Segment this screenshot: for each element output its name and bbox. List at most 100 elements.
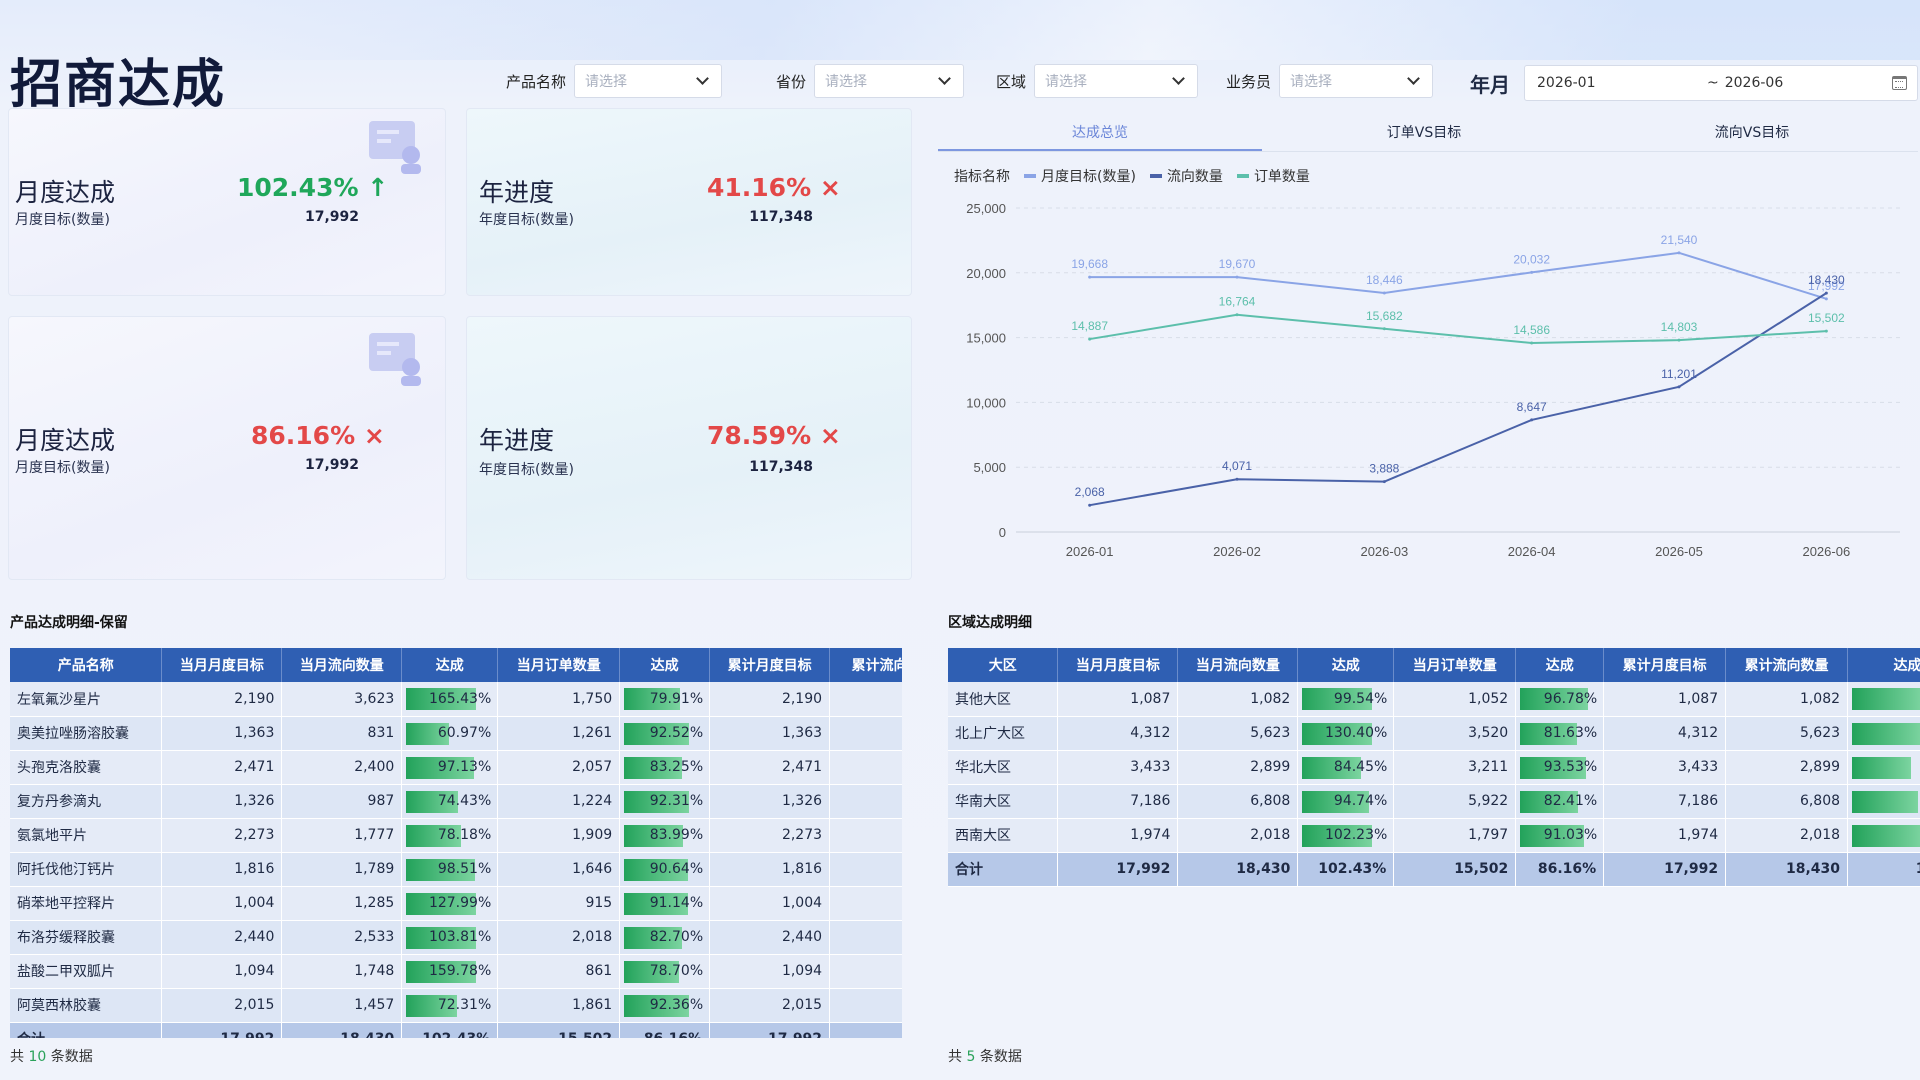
legend-item-flow[interactable]: 流向数量 xyxy=(1149,166,1223,186)
number-cell: 2,471 xyxy=(709,750,831,785)
close-x-icon: × xyxy=(819,421,841,450)
table-row[interactable]: 盐酸二甲双胍片 1,094 1,748 159.78% 861 78.70% 1,094 xyxy=(10,954,902,989)
achievement-value: 103.81% xyxy=(428,929,492,945)
table-row[interactable]: 阿莫西林胶囊 2,015 1,457 72.31% 1,861 92.36% 2,015 xyxy=(10,988,902,1023)
achievement-bar xyxy=(624,722,689,745)
data-label: 18,430 xyxy=(1808,273,1845,287)
date-range-picker[interactable]: 2026-01 ~ 2026-06 xyxy=(1524,65,1918,101)
table-row[interactable]: 其他大区 1,087 1,082 99.54% 1,052 96.78% 1,087 1,08… xyxy=(948,682,1920,717)
date-start: 2026-01 xyxy=(1537,75,1596,91)
calendar-icon xyxy=(1892,76,1907,90)
close-x-icon: × xyxy=(819,173,841,202)
region-table-wrap[interactable]: 大区 当月月度目标 当月流向数量 达成 当月订单数量 达成 累计月度目标 累计流向数量 达成 其… xyxy=(948,648,1920,888)
column-header[interactable]: 当月订单数量 xyxy=(1393,648,1517,682)
number-cell: 1,974 xyxy=(1603,818,1727,853)
total-cell: 102.43% xyxy=(401,1022,499,1038)
y-tick-label: 5,000 xyxy=(973,460,1006,475)
column-header[interactable]: 当月流向数量 xyxy=(1177,648,1299,682)
product-table-wrap[interactable]: 产品名称 当月月度目标 当月流向数量 达成 当月订单数量 达成 累计月度目标 累计流向 左氧氟… xyxy=(10,648,902,1038)
number-cell: 1,646 xyxy=(497,852,621,887)
table-row[interactable]: 西南大区 1,974 2,018 102.23% 1,797 91.03% 1,974 2,0… xyxy=(948,818,1920,853)
tab-overview[interactable]: 达成总览 xyxy=(938,118,1262,151)
column-header[interactable]: 累计月度目标 xyxy=(709,648,831,682)
achievement-value: 82.70% xyxy=(649,929,704,945)
achievement-bar xyxy=(406,790,459,813)
table-row[interactable]: 布洛芬缓释胶囊 2,440 2,533 103.81% 2,018 82.70% 2,440 xyxy=(10,920,902,955)
number-cell: 1,789 xyxy=(281,852,403,887)
column-header[interactable]: 达成 xyxy=(401,648,499,682)
achievement-value: 94.74% xyxy=(1333,793,1388,809)
column-header[interactable]: 当月流向数量 xyxy=(281,648,403,682)
table-row[interactable]: 华南大区 7,186 6,808 94.74% 5,922 82.41% 7,186 6,80… xyxy=(948,784,1920,819)
column-header[interactable]: 累计流向 xyxy=(829,648,902,682)
row-name-cell: 北上广大区 xyxy=(948,716,1059,751)
column-header[interactable]: 大区 xyxy=(948,648,1059,682)
achievement-value: 127.99% xyxy=(428,895,492,911)
column-header[interactable]: 当月订单数量 xyxy=(497,648,621,682)
achievement-cell: 84.45% xyxy=(1297,750,1395,785)
table-row[interactable]: 奥美拉唑肠溶胶囊 1,363 831 60.97% 1,261 92.52% 1,363 xyxy=(10,716,902,751)
data-label: 18,446 xyxy=(1366,273,1403,287)
table-row[interactable]: 华北大区 3,433 2,899 84.45% 3,211 93.53% 3,433 2,89… xyxy=(948,750,1920,785)
total-row: 合计 17,992 18,430 102.43% 15,502 86.16% 17,992 1… xyxy=(948,852,1920,887)
column-header[interactable]: 达成 xyxy=(1297,648,1395,682)
achievement-bar xyxy=(1520,824,1584,847)
series-line xyxy=(1089,292,1827,507)
row-name-cell: 华南大区 xyxy=(948,784,1059,819)
achievement-cell: 79.91% xyxy=(619,682,711,717)
achievement-cell: 82.41% xyxy=(1515,784,1605,819)
number-cell: 1,082 xyxy=(1177,682,1299,717)
table-row[interactable]: 北上广大区 4,312 5,623 130.40% 3,520 81.63% 4,312 5,… xyxy=(948,716,1920,751)
number-cell: 7,186 xyxy=(1057,784,1179,819)
table-row[interactable]: 硝苯地平控释片 1,004 1,285 127.99% 915 91.14% 1,004 xyxy=(10,886,902,921)
page-title: 招商达成 xyxy=(10,55,227,115)
table-row[interactable]: 氨氯地平片 2,273 1,777 78.18% 1,909 83.99% 2,273 xyxy=(10,818,902,853)
column-header[interactable]: 当月月度目标 xyxy=(161,648,283,682)
province-select[interactable]: 请选择 xyxy=(814,64,965,98)
number-cell: 3,623 xyxy=(281,682,403,717)
data-point xyxy=(1677,338,1681,342)
data-point xyxy=(1530,418,1534,422)
number-cell: 1,816 xyxy=(161,852,283,887)
column-header[interactable]: 累计月度目标 xyxy=(1603,648,1727,682)
tab-order-vs-target[interactable]: 订单VS目标 xyxy=(1386,125,1462,141)
data-point xyxy=(1088,275,1092,279)
column-header[interactable]: 达成 xyxy=(619,648,711,682)
column-header[interactable]: 累计流向数量 xyxy=(1725,648,1849,682)
product-select[interactable]: 请选择 xyxy=(574,64,723,98)
region-select[interactable]: 请选择 xyxy=(1034,64,1199,98)
arrow-up-icon: ↑ xyxy=(367,173,389,202)
number-cell: 2,057 xyxy=(497,750,621,785)
salesperson-select[interactable]: 请选择 xyxy=(1279,64,1434,98)
achievement-bar xyxy=(1852,790,1919,813)
achievement-bar xyxy=(1852,688,1920,710)
column-header[interactable]: 达成 xyxy=(1847,648,1920,682)
x-tick-label: 2026-06 xyxy=(1802,544,1850,559)
number-cell: 1,363 xyxy=(161,716,283,751)
column-header[interactable]: 产品名称 xyxy=(10,648,163,682)
tab-flow-vs-target[interactable]: 流向VS目标 xyxy=(1714,125,1790,141)
series-line xyxy=(1089,313,1827,344)
legend-item-order[interactable]: 订单数量 xyxy=(1236,166,1310,186)
column-header[interactable]: 当月月度目标 xyxy=(1057,648,1179,682)
table-row[interactable]: 左氧氟沙星片 2,190 3,623 165.43% 1,750 79.91% 2,190 xyxy=(10,682,902,717)
filter-province: 省份 请选择 xyxy=(776,62,965,100)
achievement-bar xyxy=(624,824,683,847)
achievement-bar xyxy=(406,858,476,881)
legend-item-target[interactable]: 月度目标(数量) xyxy=(1024,166,1136,186)
number-cell: 1,004 xyxy=(709,886,831,921)
table-row[interactable]: 头孢克洛胶囊 2,471 2,400 97.13% 2,057 83.25% 2,471 xyxy=(10,750,902,785)
line-chart: 25,000 20,000 15,000 10,000 5,000 0 2026-01 202… xyxy=(966,201,1900,559)
table-row[interactable]: 阿托伐他汀钙片 1,816 1,789 98.51% 1,646 90.64% 1,816 xyxy=(10,852,902,887)
date-range-label: 年月 xyxy=(1470,72,1510,97)
row-name-cell: 盐酸二甲双胍片 xyxy=(10,954,163,989)
filter-label: 区域 xyxy=(996,72,1027,91)
number-cell: 6,808 xyxy=(1725,784,1849,819)
data-point xyxy=(1677,251,1681,255)
row-name-cell: 阿托伐他汀钙片 xyxy=(10,852,163,887)
column-header[interactable]: 达成 xyxy=(1515,648,1605,682)
number-cell: 831 xyxy=(281,716,403,751)
kpi-card-yearly-2: 年进度 年度目标(数量) 78.59% × 117,348 xyxy=(466,316,912,580)
table-row[interactable]: 复方丹参滴丸 1,326 987 74.43% 1,224 92.31% 1,326 xyxy=(10,784,902,819)
select-placeholder: 请选择 xyxy=(825,74,868,90)
